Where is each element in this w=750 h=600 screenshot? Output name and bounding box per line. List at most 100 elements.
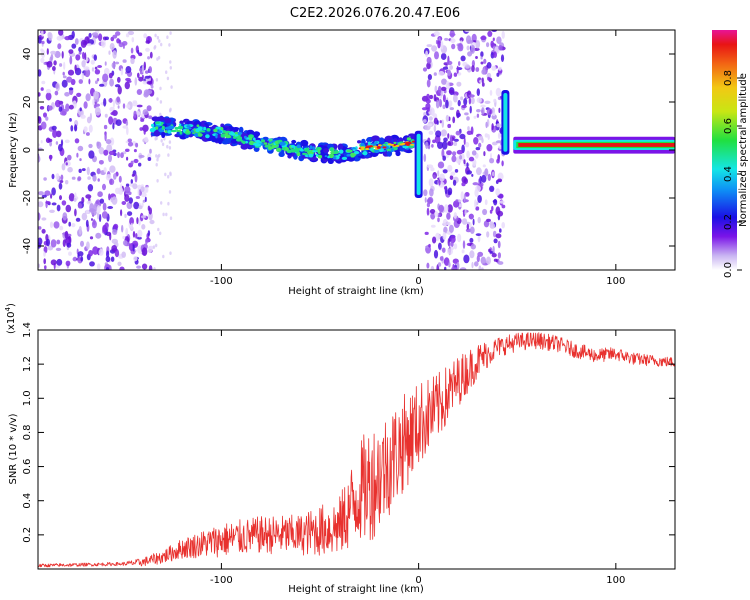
spectrogram-noise-blob xyxy=(71,43,77,49)
spectrogram-noise-blob xyxy=(102,202,107,211)
spectrogram-ridge-outer xyxy=(240,144,249,150)
spectrogram-noise-blob xyxy=(434,211,439,217)
spectrogram-noise-blob xyxy=(38,36,42,44)
spectrogram-noise-blob xyxy=(450,38,456,44)
spectrogram-noise-blob xyxy=(162,212,165,217)
spectrogram-noise-blob xyxy=(53,221,60,229)
spectrogram-ridge-outer xyxy=(221,140,229,145)
spectrogram-ridge-core xyxy=(350,154,355,158)
spectrogram-noise-blob xyxy=(493,98,497,103)
spectrogram-noise-blob xyxy=(85,132,90,136)
spectrogram-noise-blob xyxy=(120,209,123,217)
spectrogram-ridge-core xyxy=(373,142,377,147)
spectrogram-noise-blob xyxy=(87,176,91,180)
spectrogram-noise-blob xyxy=(426,123,433,127)
spectrogram-noise-blob xyxy=(105,267,110,270)
spectrogram-noise-blob xyxy=(122,103,126,109)
spectrogram-noise-blob xyxy=(147,157,152,161)
spectrogram-noise-blob xyxy=(449,134,453,143)
spectrogram-ridge-core xyxy=(333,150,339,155)
spectrogram-y-tick-label: 20 xyxy=(22,96,33,109)
spectrogram-ridge-core xyxy=(315,147,319,152)
spectrogram-noise-blob xyxy=(426,207,430,216)
spectrogram-band-peak xyxy=(518,143,675,147)
spectrogram-noise-blob xyxy=(168,146,172,150)
spectrogram-noise-blob xyxy=(433,125,437,133)
spectrogram-noise-blob xyxy=(475,233,482,237)
spectrogram-noise-blob xyxy=(71,30,75,39)
spectrogram-noise-blob xyxy=(125,120,129,126)
spectrogram-noise-blob xyxy=(479,175,482,184)
spectrogram-noise-blob xyxy=(136,217,139,225)
spectrogram-noise-blob xyxy=(454,169,459,173)
spectrogram-ridge-peak xyxy=(401,142,406,145)
colorbar-tick-label: 0.2 xyxy=(723,214,734,230)
spectrogram-noise-blob xyxy=(78,168,82,173)
spectrogram-noise-blob xyxy=(73,197,77,202)
spectrogram-noise-blob xyxy=(108,116,114,125)
spectrogram-noise-blob xyxy=(438,242,442,250)
spectrogram-noise-blob xyxy=(162,254,165,259)
spectrogram-noise-blob xyxy=(80,240,84,247)
spectrogram-noise-blob xyxy=(46,238,50,247)
spectrogram-noise-blob xyxy=(133,158,139,164)
spectrogram-noise-blob xyxy=(83,101,88,109)
spectrogram-noise-blob xyxy=(169,107,172,112)
spectrogram-noise-blob xyxy=(96,263,101,270)
spectrogram-noise-blob xyxy=(94,66,98,70)
spectrogram-noise-blob xyxy=(156,97,159,101)
spectrogram-noise-blob xyxy=(476,109,481,113)
spectrogram-noise-blob xyxy=(61,200,67,206)
spectrogram-noise-blob xyxy=(422,67,428,72)
spectrogram-noise-blob xyxy=(40,48,44,52)
spectrogram-noise-blob xyxy=(120,183,123,192)
spectrogram-noise-blob xyxy=(104,61,107,66)
spectrogram-ridge-core xyxy=(362,151,368,156)
spectrogram-noise-blob xyxy=(437,40,441,49)
spectrogram-noise-blob xyxy=(98,160,104,165)
spectrogram-noise-blob xyxy=(482,208,488,216)
spectrogram-noise-blob xyxy=(103,82,108,86)
spectrogram-noise-blob xyxy=(453,243,458,250)
spectrogram-noise-blob xyxy=(431,144,434,148)
spectrogram-noise-blob xyxy=(50,259,57,266)
spectrogram-noise-blob xyxy=(462,218,468,225)
spectrogram-noise-blob xyxy=(103,124,108,130)
spectrogram-noise-blob xyxy=(155,136,158,141)
spectrogram-ridge-peak xyxy=(360,148,365,151)
snr-x-tick-label: -100 xyxy=(210,575,233,586)
spectrogram-noise-blob xyxy=(489,185,495,192)
spectrogram-noise-blob xyxy=(74,192,77,199)
spectrogram-noise-blob xyxy=(55,141,59,145)
spectrogram-noise-blob xyxy=(48,138,53,143)
spectrogram-noise-blob xyxy=(157,154,160,159)
spectrogram-noise-blob xyxy=(437,161,445,169)
spectrogram-noise-blob xyxy=(463,178,468,185)
snr-x-label: Height of straight line (km) xyxy=(288,584,424,595)
spectrogram-noise-blob xyxy=(145,238,148,245)
snr-panel: -100 0 100 0.2 0.4 0.6 0.8 1.0 1.2 1.4 (x104) SN… xyxy=(4,303,676,595)
spectrogram-noise-blob xyxy=(452,91,459,96)
spectrogram-noise-blob xyxy=(447,141,452,146)
spectrogram-noise-blob xyxy=(116,96,121,103)
spectrogram-noise-blob xyxy=(487,173,491,181)
spectrogram-ridge-outer xyxy=(378,137,385,144)
spectrogram-ridge-outer xyxy=(323,148,330,153)
spectrogram-noise-blob xyxy=(443,137,448,143)
spectrogram-noise-blob xyxy=(50,50,57,55)
spectrogram-ridge-core xyxy=(294,149,300,153)
spectrogram-noise-blob xyxy=(486,256,491,265)
spectrogram-ridge-core xyxy=(234,134,239,137)
spectrogram-noise-blob xyxy=(109,137,115,146)
spectrogram-noise-blob xyxy=(432,236,437,244)
spectrogram-noise-blob xyxy=(501,222,506,229)
spectrogram-noise-blob xyxy=(102,224,108,234)
spectrogram-noise-blob xyxy=(474,199,477,208)
spectrogram-noise-blob xyxy=(121,251,126,258)
spectrogram-noise-blob xyxy=(497,252,501,259)
spectrogram-noise-blob xyxy=(141,224,146,230)
spectrogram-ridge-core xyxy=(213,128,218,133)
spectrogram-noise-blob xyxy=(75,54,81,61)
spectrogram-ridge-core xyxy=(279,141,286,146)
spectrogram-noise-blob xyxy=(430,265,435,270)
